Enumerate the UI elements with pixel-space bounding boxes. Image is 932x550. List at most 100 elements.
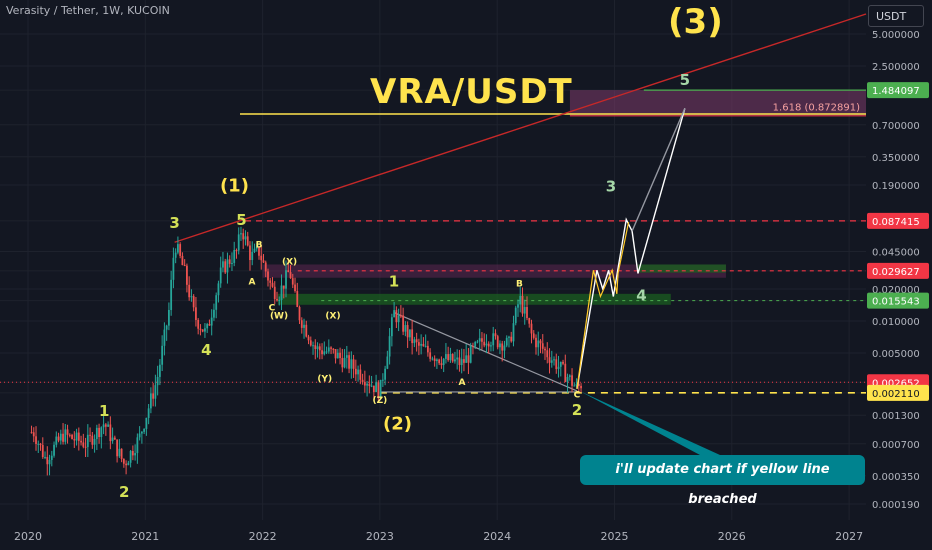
wave-label: A: [249, 278, 256, 288]
price-tag-label: 0.002110: [872, 389, 920, 400]
candle-body: [120, 448, 123, 459]
candle-body: [541, 343, 544, 349]
candle-body: [57, 436, 60, 441]
candle-body: [321, 350, 323, 355]
x-axis[interactable]: 2020 2021 2022 2023 2024 2025 2026 2027: [14, 530, 863, 543]
candle-body: [95, 427, 98, 439]
candle-body: [458, 357, 461, 366]
price-tag-label: 0.015543: [872, 297, 920, 308]
price-tag: [867, 262, 929, 279]
x-tick-label: 2021: [131, 530, 159, 543]
candle-body: [287, 270, 290, 273]
candle-body: [580, 385, 582, 389]
candle-body: [557, 366, 560, 370]
wave-label: 4: [636, 287, 646, 305]
wave-label: 2: [119, 483, 129, 501]
wave-label: A: [459, 378, 466, 388]
candle-body: [564, 363, 567, 382]
candle-body: [251, 251, 254, 261]
price-tag-label: 0.087415: [872, 217, 920, 228]
candle-body: [481, 338, 483, 342]
candle-body: [149, 393, 152, 409]
candle-body: [152, 393, 155, 399]
candle-body: [566, 377, 569, 382]
wave-label: 1: [389, 273, 399, 291]
candle-body: [186, 265, 188, 285]
candle-body: [50, 455, 53, 460]
wave-label: B: [516, 280, 523, 290]
y-tick-label: 5.000000: [872, 30, 920, 41]
candle-body: [312, 345, 314, 347]
candle-body: [366, 383, 368, 386]
candle-body: [237, 234, 240, 251]
candle-body: [75, 432, 78, 441]
candle-body: [240, 233, 242, 235]
y-tick-label: 0.000700: [872, 440, 920, 451]
candle-body: [309, 340, 312, 346]
candle-body: [188, 284, 191, 298]
wedge-upper: [393, 312, 578, 392]
candle-body: [147, 408, 150, 418]
candle-body: [64, 429, 67, 442]
candle-body: [37, 443, 40, 445]
candle-body: [523, 307, 526, 314]
candle-body: [415, 339, 418, 343]
wave-label: 1: [99, 402, 109, 420]
x-tick-label: 2022: [249, 530, 277, 543]
candle-body: [381, 379, 384, 381]
zone-layer: [262, 90, 866, 305]
candle-body: [210, 317, 213, 326]
wave-label: (Y): [317, 374, 332, 384]
candle-body: [201, 329, 204, 332]
candle-body: [138, 433, 141, 438]
candle-body: [181, 255, 184, 266]
candle-body: [129, 450, 132, 463]
candle-body: [422, 343, 425, 347]
x-tick-label: 2020: [14, 530, 42, 543]
candle-body: [136, 437, 139, 454]
candle-body: [267, 271, 269, 281]
candle-body: [555, 359, 558, 370]
candle-body: [323, 351, 326, 355]
candle-body: [154, 385, 157, 399]
candle-body: [469, 345, 472, 363]
candle-body: [575, 383, 578, 386]
candle-body: [93, 438, 96, 445]
candle-body: [388, 336, 391, 357]
candle-body: [122, 458, 125, 464]
candle-body: [332, 348, 335, 350]
candle-body: [224, 261, 227, 273]
candle-body: [143, 428, 146, 432]
candle-body: [282, 285, 285, 289]
candle-body: [44, 457, 46, 459]
candle-body: [244, 236, 247, 240]
candle-body: [501, 343, 504, 351]
candle-body: [499, 343, 501, 348]
x-tick-label: 2027: [835, 530, 863, 543]
candle-body: [118, 448, 121, 457]
candle-body: [111, 437, 114, 442]
candle-body: [354, 368, 357, 375]
candle-body: [406, 325, 409, 338]
candle-body: [278, 299, 281, 301]
candle-body: [377, 382, 380, 399]
candle-body: [100, 427, 103, 437]
candle-body: [269, 280, 272, 283]
candle-body: [84, 446, 87, 448]
candle-body: [228, 259, 231, 264]
y-tick-label: 0.001300: [872, 411, 920, 422]
wave-label: B: [256, 241, 263, 251]
candle-body: [348, 355, 350, 369]
candle-body: [359, 369, 362, 380]
currency-button[interactable]: USDT: [868, 5, 924, 27]
candle-body: [379, 379, 382, 399]
candle-body: [116, 439, 119, 457]
candle-body: [492, 333, 495, 346]
candle-body: [32, 432, 35, 437]
candle-body: [80, 440, 82, 443]
candle-body: [404, 325, 407, 332]
y-axis[interactable]: 5.000000 2.500000 1.484097 0.700000 0.350000…: [867, 30, 929, 511]
candle-body: [192, 296, 195, 308]
candle-body: [89, 434, 91, 436]
